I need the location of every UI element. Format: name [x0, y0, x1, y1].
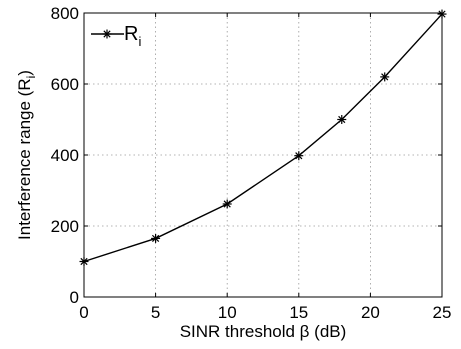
y-tick-label: 600 — [51, 75, 79, 94]
y-axis-label-suffix: ) — [15, 70, 34, 76]
marker-stroke — [103, 30, 111, 38]
data-point — [79, 257, 89, 266]
x-tick-label: 25 — [433, 303, 452, 322]
marker-stroke — [151, 234, 160, 243]
marker-stroke — [438, 10, 446, 18]
x-tick-label: 15 — [289, 303, 308, 322]
legend-label-main: R — [124, 23, 138, 45]
marker-stroke — [295, 152, 303, 160]
data-point — [380, 72, 390, 82]
y-tick-label: 0 — [70, 288, 79, 307]
data-point — [294, 151, 304, 161]
legend-label-subscript: i — [138, 34, 141, 49]
legend: Ri — [87, 16, 147, 50]
x-tick-label: 0 — [79, 303, 88, 322]
data-point — [151, 233, 161, 243]
legend-box — [87, 16, 147, 50]
y-tick-label: 400 — [51, 146, 79, 165]
legend-label: Ri — [124, 23, 141, 49]
data-point — [222, 199, 232, 209]
x-tick-label: 5 — [151, 303, 160, 322]
y-axis-label: Interference range (Ri) — [15, 70, 38, 240]
x-tick-label: 10 — [218, 303, 237, 322]
legend-marker-star — [102, 29, 112, 39]
marker-stroke — [338, 115, 346, 124]
x-tick-label: 20 — [361, 303, 380, 322]
y-tick-label: 200 — [51, 217, 79, 236]
y-axis-label-subscript: i — [24, 76, 38, 79]
data-point — [337, 115, 347, 124]
legend-marker — [102, 29, 112, 39]
marker-stroke — [80, 257, 88, 266]
axis-ticks: 0 5 10 15 20 25 0 200 400 600 800 — [51, 4, 452, 322]
y-tick-label: 800 — [51, 4, 79, 23]
marker-stroke — [381, 73, 389, 81]
marker-stroke — [223, 200, 231, 208]
x-axis-label: SINR threshold β (dB) — [180, 322, 347, 341]
plot-area — [84, 13, 442, 297]
y-axis-label-main: Interference range (R — [15, 78, 34, 240]
grid — [84, 13, 442, 297]
series-layer — [79, 9, 447, 266]
data-point — [437, 9, 447, 19]
